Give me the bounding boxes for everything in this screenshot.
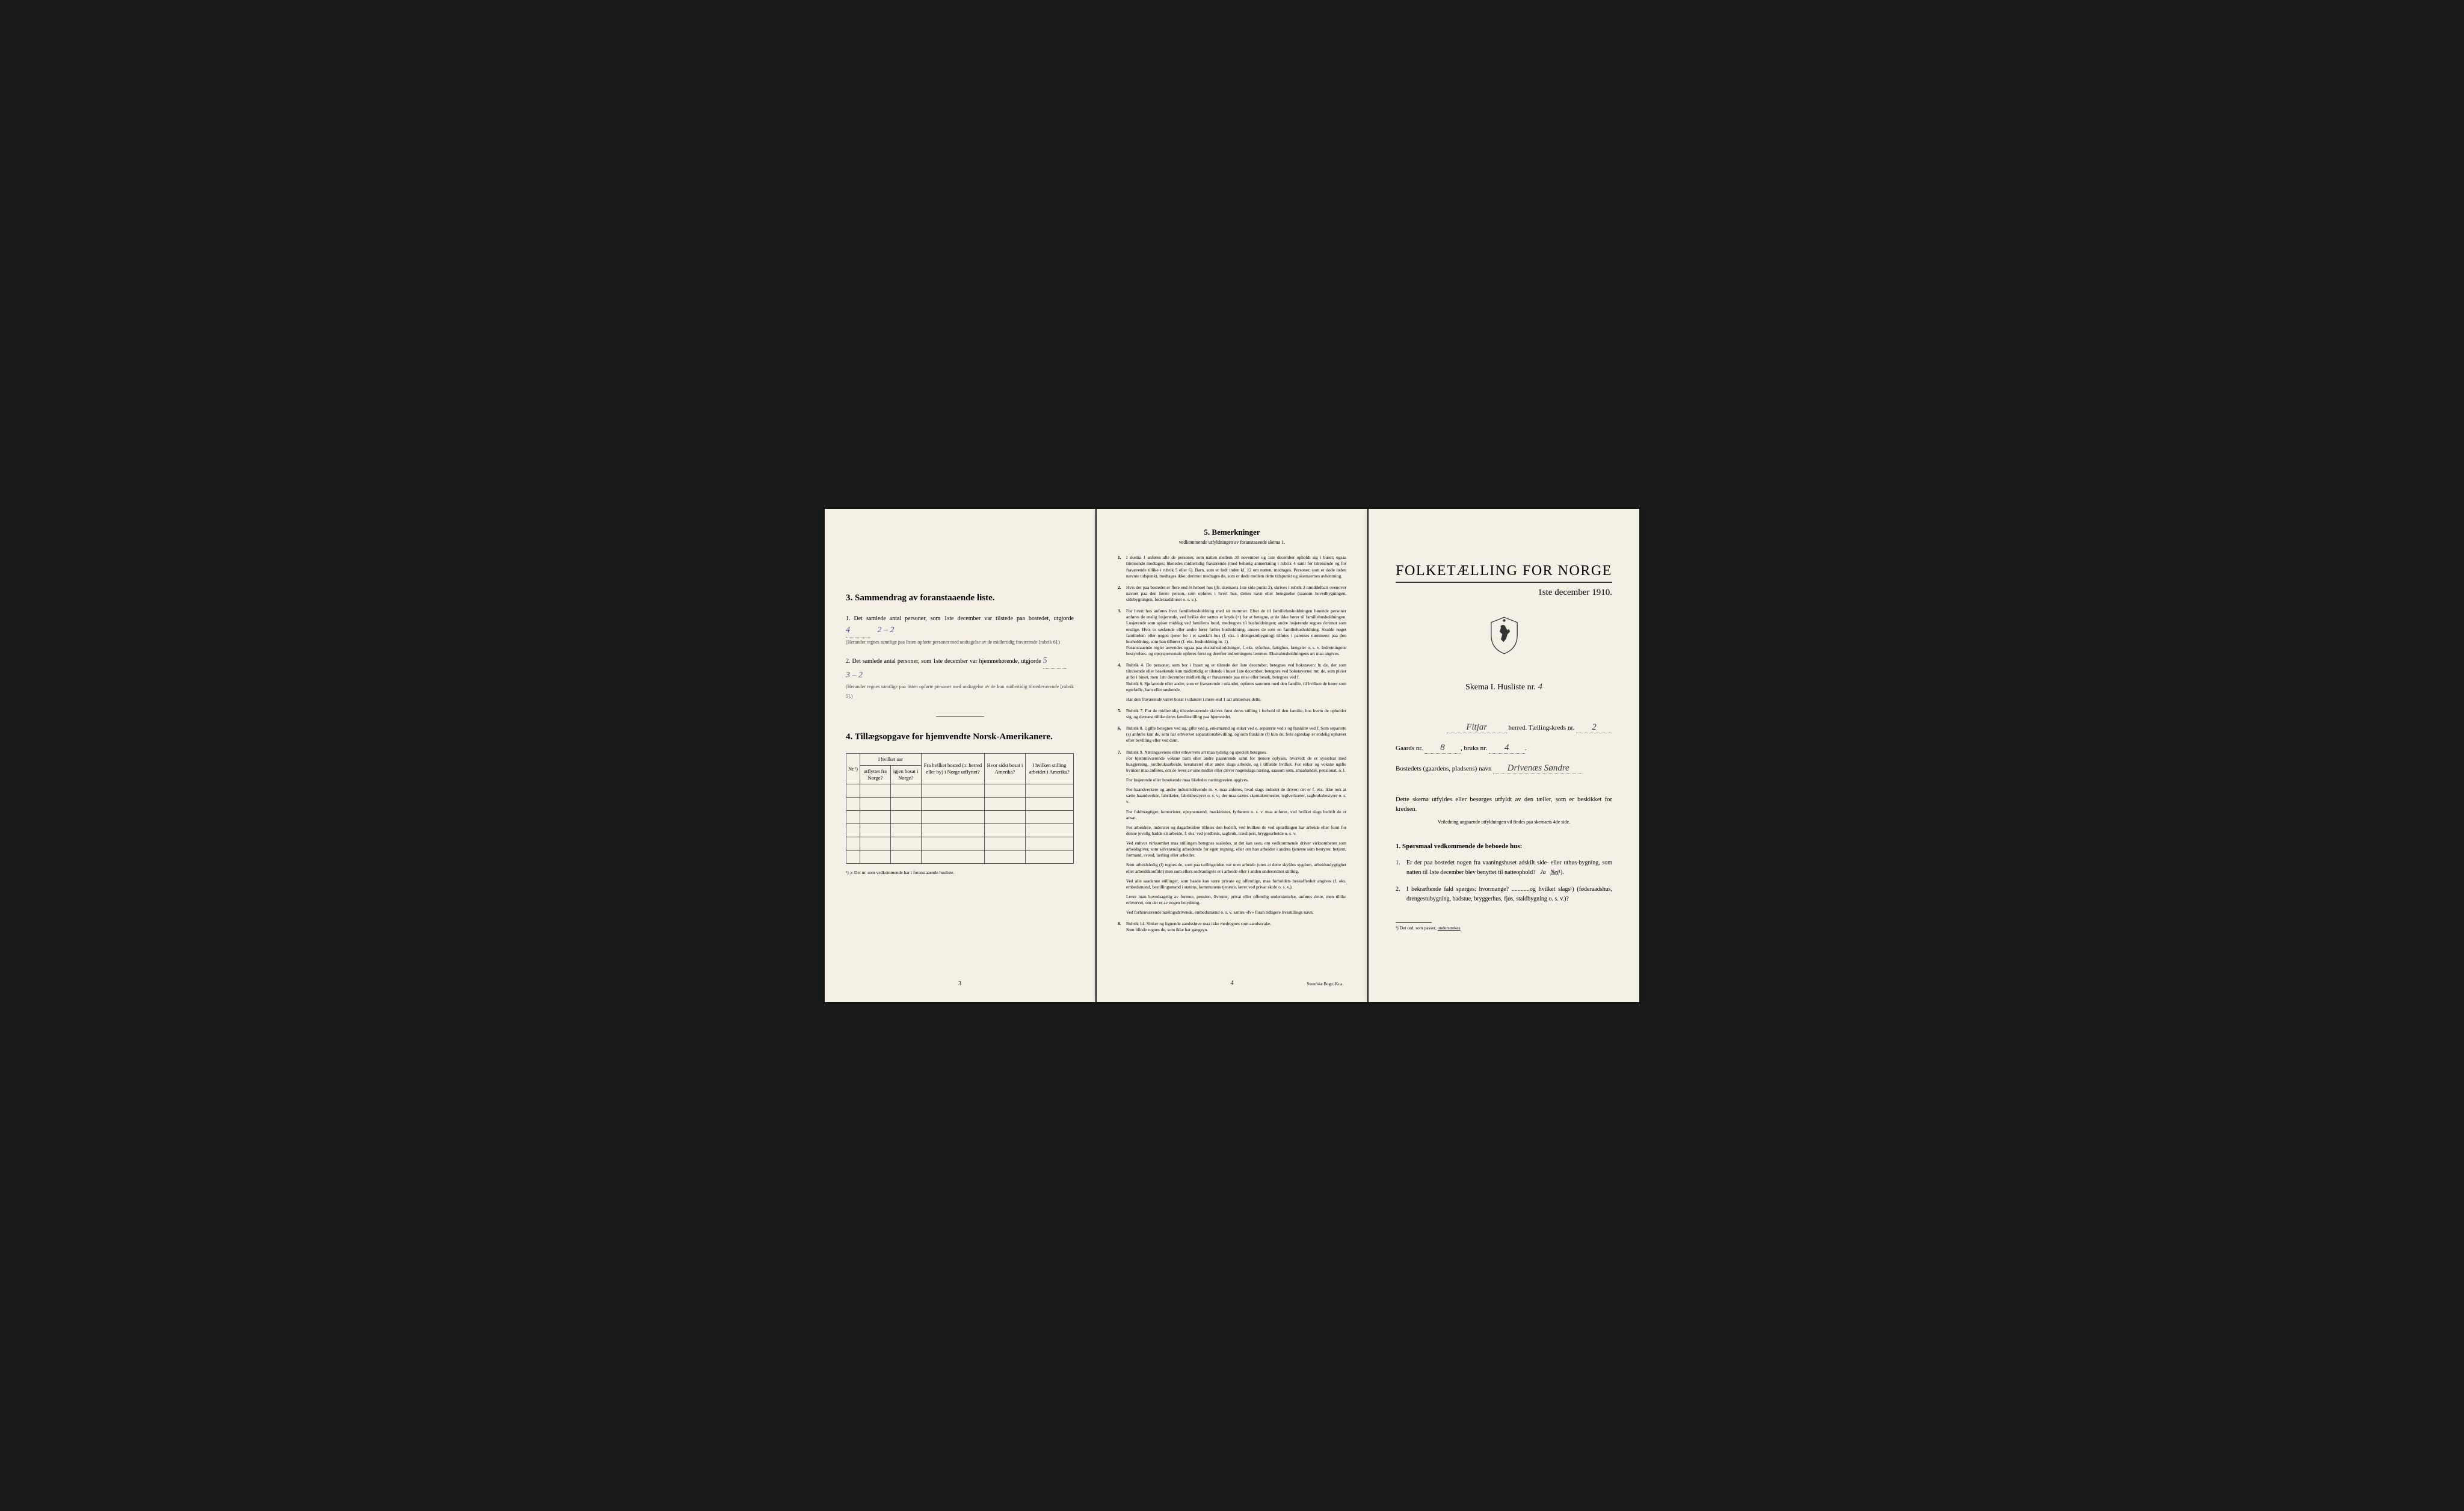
printer-credit: Steen'ske Bogtr. Kr.a. <box>1307 982 1343 987</box>
gaards-value: 8 <box>1424 743 1461 754</box>
remark-2: 2.Hvis der paa bostedet er flere end ét … <box>1118 585 1346 603</box>
item2-note: (Herunder regnes samtlige paa listen opf… <box>846 684 1074 699</box>
section-5-subtitle: vedkommende utfyldningen av foranstaaend… <box>1118 540 1346 546</box>
coat-of-arms-icon <box>1396 616 1612 658</box>
col-nr: Nr.¹) <box>846 754 860 784</box>
summary-item-1: 1. Det samlede antal personer, som 1ste … <box>846 614 1074 647</box>
table-row <box>846 811 1074 824</box>
herred-label: herred. Tællingskreds nr. <box>1508 724 1574 731</box>
table-body <box>846 784 1074 864</box>
remark-5: 5.Rubrik 7. For de midlertidig tilstedev… <box>1118 708 1346 720</box>
item1-note: (Herunder regnes samtlige paa listen opf… <box>846 639 1060 645</box>
item1-value: 4 <box>846 624 870 638</box>
bosted-value: Drivenæs Søndre <box>1493 763 1583 774</box>
gaards-line: Gaards nr. 8, bruks nr. 4. <box>1396 743 1612 754</box>
remark-4: 4.Rubrik 4. De personer, som bor i huset… <box>1118 662 1346 703</box>
bruks-label: bruks nr. <box>1464 745 1487 752</box>
subcol-returned: igjen bosat i Norge? <box>890 766 921 784</box>
kreds-value: 2 <box>1576 722 1612 733</box>
question-1: 1. Er der paa bostedet nogen fra vaaning… <box>1406 858 1612 878</box>
schema-label: Skema I. Husliste nr. <box>1465 683 1536 692</box>
section-3-title: 3. Sammendrag av foranstaaende liste. <box>846 593 1074 603</box>
subcol-emigrated: utflyttet fra Norge? <box>860 766 891 784</box>
remark-3: 3.For hvert hus anføres hver familiehush… <box>1118 608 1346 657</box>
remark-1: 1.I skema 1 anføres alle de personer, so… <box>1118 555 1346 579</box>
table-row <box>846 798 1074 811</box>
page-number-4: 4 <box>1231 979 1234 988</box>
remark-8: 8.Rubrik 14. Sinker og lignende aandsslø… <box>1118 921 1346 933</box>
remarks-list: 1.I skema 1 anføres alle de personer, so… <box>1118 555 1346 933</box>
col-year: I hvilket aar <box>860 754 922 766</box>
table-row <box>846 837 1074 851</box>
bruks-value: 4 <box>1489 743 1525 754</box>
item2-handwritten: 3 – 2 <box>846 671 863 680</box>
section-5-title: 5. Bemerkninger <box>1118 527 1346 538</box>
question-2: 2.I bekræftende fald spørges: hvormange?… <box>1406 885 1612 904</box>
item2-text: 2. Det samlede antal personer, som 1ste … <box>846 658 1041 665</box>
item1-text: 1. Det samlede antal personer, som 1ste … <box>846 615 1074 622</box>
gaards-label: Gaards nr. <box>1396 745 1423 752</box>
col-where: Hvor sidst bosat i Amerika? <box>985 754 1025 784</box>
document-title: FOLKETÆLLING FOR NORGE <box>1396 563 1612 579</box>
questions-list: 1. Er der paa bostedet nogen fra vaaning… <box>1396 858 1612 904</box>
item2-value: 5 <box>1043 654 1067 668</box>
item1-handwritten: 2 – 2 <box>878 626 895 635</box>
instruction-sub: Veiledning angaaende utfyldningen vil fi… <box>1396 819 1612 825</box>
herred-value: Fitjar <box>1447 722 1507 733</box>
footnote-right: ¹) Det ord, som passer, understrekes. <box>1396 919 1612 931</box>
section-4-supplement: 4. Tillægsopgave for hjemvendte Norsk-Am… <box>846 732 1074 875</box>
table-row <box>846 784 1074 798</box>
section-3-summary: 3. Sammendrag av foranstaaende liste. 1.… <box>846 593 1074 701</box>
section-divider <box>936 716 984 717</box>
schema-line: Skema I. Husliste nr. 4 <box>1396 682 1612 692</box>
col-from: Fra hvilket bosted (ɔ: herred eller by) … <box>921 754 985 784</box>
instruction-text: Dette skema utfyldes eller besørges utfy… <box>1396 795 1612 814</box>
schema-number: 4 <box>1538 682 1543 692</box>
herred-line: Fitjar herred. Tællingskreds nr. 2 <box>1396 722 1612 733</box>
page-3: 3. Sammendrag av foranstaaende liste. 1.… <box>825 509 1095 1002</box>
census-date: 1ste december 1910. <box>1396 588 1612 598</box>
section-4-title: 4. Tillægsopgave for hjemvendte Norsk-Am… <box>846 732 1074 742</box>
table-row <box>846 824 1074 837</box>
remark-7: 7.Rubrik 9. Næringsveiens eller erhverve… <box>1118 749 1346 916</box>
questions-heading: 1. Spørsmaal vedkommende de beboede hus: <box>1396 843 1612 850</box>
page-number-3: 3 <box>958 980 961 987</box>
table-footnote: ¹) ɔ: Det nr. som vedkommende har i fora… <box>846 870 1074 875</box>
bosted-line: Bostedets (gaardens, pladsens) navn Driv… <box>1396 763 1612 774</box>
bosted-label: Bostedets (gaardens, pladsens) navn <box>1396 765 1491 772</box>
table-row <box>846 851 1074 864</box>
page-1-cover: FOLKETÆLLING FOR NORGE 1ste december 191… <box>1369 509 1639 1002</box>
norwegian-american-table: Nr.¹) I hvilket aar Fra hvilket bosted (… <box>846 753 1074 864</box>
page-4: 5. Bemerkninger vedkommende utfyldningen… <box>1097 509 1367 1002</box>
col-position: I hvilken stilling arbeidet i Amerika? <box>1025 754 1073 784</box>
census-document: 3. Sammendrag av foranstaaende liste. 1.… <box>825 509 1639 1002</box>
title-rule <box>1396 582 1612 583</box>
remark-6: 6.Rubrik 8. Ugifte betegnes ved ug, gift… <box>1118 725 1346 743</box>
summary-item-2: 2. Det samlede antal personer, som 1ste … <box>846 654 1074 701</box>
